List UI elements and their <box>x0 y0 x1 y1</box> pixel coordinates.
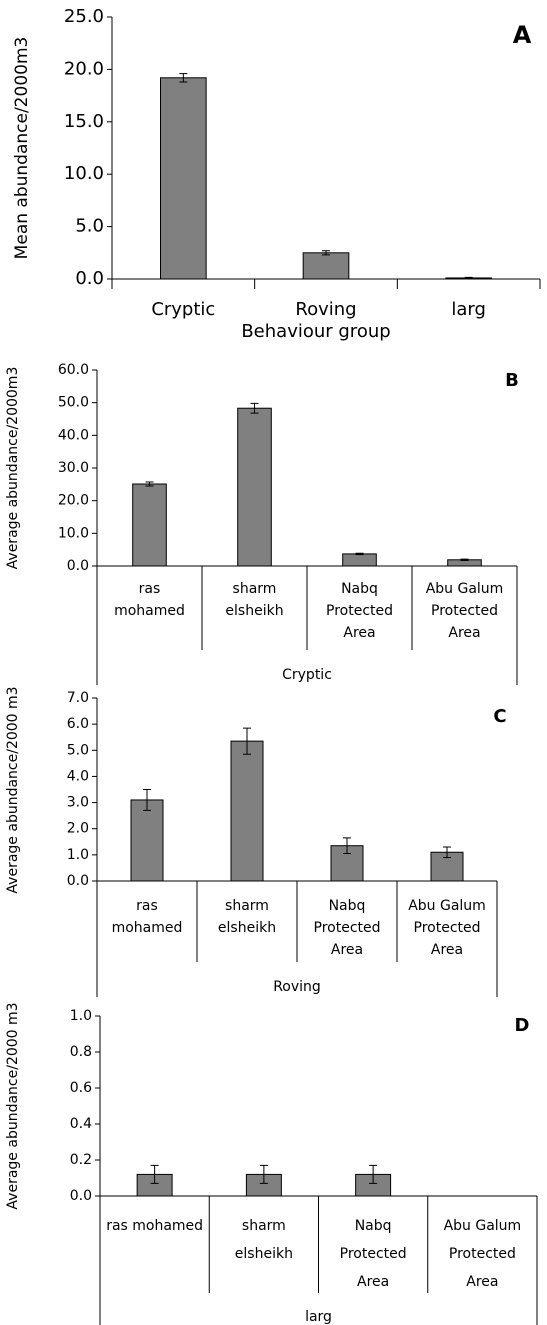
y-tick-label: 5.0 <box>75 216 104 237</box>
group-label: Roving <box>273 979 321 995</box>
x-tick-label: Cryptic <box>151 299 216 320</box>
x-axis-label: Behaviour group <box>241 321 390 342</box>
error-bar <box>460 558 469 561</box>
y-tick-label: 5.0 <box>67 742 89 758</box>
bar <box>160 77 207 280</box>
y-tick-label: 60.0 <box>58 362 89 378</box>
y-tick-label: 6.0 <box>67 716 89 732</box>
error-bar <box>145 481 154 487</box>
y-tick-label: 50.0 <box>58 395 89 411</box>
y-axis-label: Mean abundance/2000m3 <box>12 37 32 260</box>
y-tick-label: 0.0 <box>70 1188 92 1204</box>
y-tick-label: 25.0 <box>64 6 104 27</box>
y-tick-label: 0.0 <box>67 873 89 889</box>
y-tick-label: 2.0 <box>67 821 89 837</box>
x-tick-label: ras mohamed <box>106 1218 204 1234</box>
bar <box>230 740 264 882</box>
x-tick-label: sharm elsheikh <box>234 1218 293 1262</box>
bar <box>342 553 377 567</box>
y-tick-label: 20.0 <box>58 493 89 509</box>
error-bar <box>179 73 188 83</box>
x-tick-label: Abu Galum Protected Area <box>443 1218 522 1290</box>
x-tick-label: larg <box>451 299 486 320</box>
y-tick-label: 10.0 <box>58 525 89 541</box>
y-tick-label: 40.0 <box>58 427 89 443</box>
y-tick-label: 10.0 <box>64 163 104 184</box>
y-tick-label: 7.0 <box>67 690 89 706</box>
y-axis-label: Average abundance/2000 m3 <box>5 1002 21 1209</box>
y-tick-label: 1.0 <box>67 847 89 863</box>
y-tick-label: 15.0 <box>64 111 104 132</box>
panel-label: B <box>505 370 519 391</box>
y-tick-label: 20.0 <box>64 58 104 79</box>
error-bar <box>250 402 259 414</box>
y-tick-label: 0.2 <box>70 1152 92 1168</box>
x-tick-label: ras mohamed <box>111 898 183 936</box>
y-tick-label: 0.0 <box>75 268 104 289</box>
panel-label: C <box>493 706 506 727</box>
error-bar <box>343 837 351 855</box>
error-bar <box>259 1164 268 1184</box>
error-bar <box>464 276 473 279</box>
panel-label: A <box>513 21 532 49</box>
y-axis-label: Average abundance/2000 m3 <box>5 686 21 893</box>
y-tick-label: 4.0 <box>67 768 89 784</box>
x-tick-label: Abu Galum Protected Area <box>408 898 486 958</box>
x-tick-label: sharm elsheikh <box>225 581 284 619</box>
y-tick-label: 1.0 <box>70 1008 92 1024</box>
y-tick-label: 3.0 <box>67 795 89 811</box>
error-bar <box>143 789 151 811</box>
error-bar <box>243 727 251 755</box>
x-tick-label: ras mohamed <box>114 581 185 619</box>
error-bar <box>355 552 364 556</box>
error-bar <box>443 846 451 858</box>
bar <box>132 483 167 567</box>
group-label: larg <box>305 1309 332 1325</box>
x-tick-label: Nabq Protected Area <box>326 581 393 641</box>
error-bar <box>369 1164 378 1184</box>
bar <box>130 799 164 882</box>
x-tick-label: Roving <box>295 299 357 320</box>
x-tick-label: Nabq Protected Area <box>339 1218 407 1290</box>
y-tick-label: 0.0 <box>67 558 89 574</box>
panel-label: D <box>515 1015 530 1036</box>
y-tick-label: 0.4 <box>70 1116 92 1132</box>
x-tick-label: sharm elsheikh <box>217 898 277 936</box>
y-tick-label: 30.0 <box>58 460 89 476</box>
y-axis-label: Average abundance/2000m3 <box>5 367 21 570</box>
error-bar <box>322 250 330 256</box>
error-bar <box>150 1164 159 1184</box>
y-tick-label: 0.6 <box>70 1080 92 1096</box>
x-tick-label: Abu Galum Protected Area <box>425 581 504 641</box>
bar <box>302 252 350 280</box>
x-tick-label: Nabq Protected Area <box>313 898 381 958</box>
bar <box>237 407 272 567</box>
group-label: Cryptic <box>282 667 332 683</box>
y-tick-label: 0.8 <box>70 1044 92 1060</box>
